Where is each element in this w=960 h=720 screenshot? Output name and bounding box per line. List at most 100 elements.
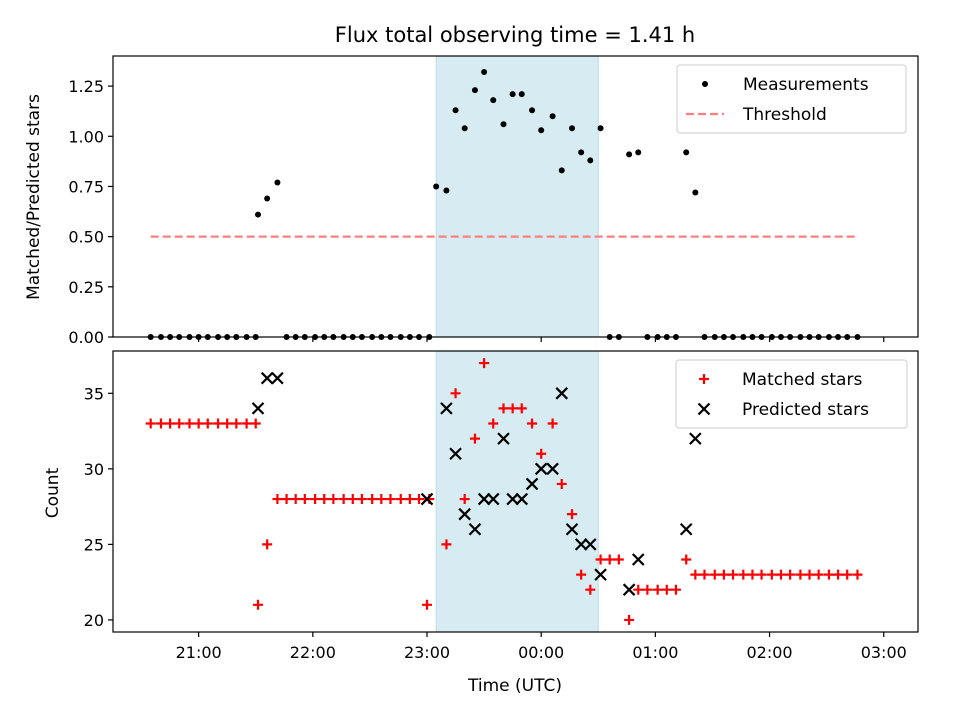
- matched-star-point: [536, 448, 547, 459]
- measurement-point: [692, 189, 699, 196]
- legend-box: [675, 359, 908, 429]
- measurement-point: [490, 97, 497, 104]
- matched-star-point: [441, 539, 452, 550]
- legend: Measurements Threshold: [676, 64, 907, 134]
- matched-star-point: [174, 418, 185, 429]
- matched-star-point: [633, 584, 644, 595]
- axes-frame: [112, 55, 919, 338]
- matched-star-point: [184, 418, 195, 429]
- predicted-star-point: [497, 432, 510, 445]
- matched-star-point: [376, 494, 387, 505]
- matched-star-point: [253, 599, 264, 610]
- matched-star-point: [738, 569, 749, 580]
- measurement-point: [635, 149, 642, 156]
- legend-label: Predicted stars: [742, 400, 869, 420]
- predicted-star-point: [420, 492, 434, 506]
- predicted-star-point: [622, 583, 636, 596]
- y-tick-label: 0.25: [68, 278, 104, 297]
- matched-star-point: [718, 569, 729, 580]
- y-tick-label: 1.00: [68, 127, 104, 146]
- matched-star-point: [595, 554, 606, 565]
- matched-star-point: [385, 494, 396, 505]
- x-tick-label: 03:00: [861, 643, 907, 662]
- x-tick-label: 02:00: [747, 643, 793, 662]
- matched-star-point: [604, 554, 615, 565]
- matched-star-point: [250, 418, 261, 429]
- measurement-point: [274, 179, 281, 186]
- predicted-star-point: [251, 402, 265, 415]
- matched-star-point: [338, 494, 349, 505]
- matched-star-point: [241, 418, 252, 429]
- matched-star-point: [310, 494, 321, 505]
- matched-star-point: [459, 494, 470, 505]
- highlight-span: [435, 55, 599, 338]
- matched-star-point: [852, 569, 863, 580]
- matched-star-point: [145, 418, 156, 429]
- matched-star-point: [193, 418, 204, 429]
- y-tick-label: 25: [84, 535, 104, 554]
- matched-star-point: [422, 599, 433, 610]
- predicted-star-point: [555, 387, 569, 400]
- matched-star-point: [262, 539, 273, 550]
- highlight-span: [435, 350, 599, 633]
- predicted-star-point: [458, 507, 471, 521]
- matched-star-point: [395, 494, 406, 505]
- chart-title: Flux total observing time = 1.41 h: [335, 23, 695, 47]
- measurement-point: [433, 183, 440, 190]
- x-tick-label: 22:00: [290, 643, 336, 662]
- matched-star-point: [527, 418, 538, 429]
- measurement-point: [509, 91, 516, 98]
- matched-star-point: [516, 403, 527, 414]
- predicted-star-point: [449, 447, 462, 461]
- measurement-point: [471, 87, 478, 94]
- matched-star-point: [823, 569, 834, 580]
- measurement-point: [549, 113, 556, 120]
- predicted-star-point: [631, 553, 645, 566]
- matched-star-point: [328, 494, 339, 505]
- matched-star-point: [785, 569, 796, 580]
- legend-label: Threshold: [742, 105, 827, 125]
- matched-star-point: [842, 569, 853, 580]
- measurement-point: [538, 127, 545, 134]
- matched-star-point: [795, 569, 806, 580]
- predicted-star-point: [546, 462, 559, 476]
- measurement-point: [626, 151, 633, 158]
- matched-star-point: [488, 418, 499, 429]
- legend-label: Matched stars: [742, 370, 862, 390]
- matched-star-point: [469, 433, 480, 444]
- matched-star-point: [414, 494, 425, 505]
- predicted-star-point: [525, 477, 539, 491]
- predicted-star-point: [271, 371, 284, 385]
- matched-star-point: [747, 569, 758, 580]
- predicted-star-point: [260, 371, 274, 385]
- predicted-star-point: [506, 492, 519, 506]
- matched-star-point: [766, 569, 777, 580]
- matched-star-point: [709, 569, 720, 580]
- x-tick-label: 00:00: [518, 643, 564, 662]
- measurement-point: [587, 157, 594, 164]
- legend: Matched stars Predicted stars: [675, 359, 908, 429]
- matched-star-point: [556, 478, 567, 489]
- predicted-star-point: [468, 522, 482, 536]
- predicted-star-point: [534, 462, 548, 476]
- measurement-point: [443, 187, 450, 194]
- matched-star-point: [347, 494, 358, 505]
- measurement-point: [255, 211, 262, 218]
- legend-x-marker: [697, 402, 711, 416]
- matched-star-point: [567, 509, 578, 520]
- x-axis-label: Time (UTC): [467, 676, 562, 696]
- matched-star-point: [833, 569, 844, 580]
- predicted-star-point: [689, 432, 702, 445]
- matched-star-point: [498, 403, 509, 414]
- predicted-star-point: [565, 522, 579, 536]
- top-y-axis-label: Matched/Predicted stars: [24, 94, 44, 300]
- matched-star-point: [404, 494, 415, 505]
- matched-star-point: [281, 494, 292, 505]
- matched-star-point: [272, 494, 283, 505]
- matched-star-point: [613, 554, 624, 565]
- bottom-panel-counts: 20 25 30 35 21:00 22:00 23:00 00:00 01:00 02:00 03…: [84, 350, 919, 662]
- measurement-point: [558, 167, 565, 174]
- matched-star-point: [585, 584, 596, 595]
- matched-star-point: [479, 358, 490, 369]
- top-panel-ratio: 0.00 0.25 0.50 0.75 1.00 1.25 Measurements Thre…: [68, 55, 919, 347]
